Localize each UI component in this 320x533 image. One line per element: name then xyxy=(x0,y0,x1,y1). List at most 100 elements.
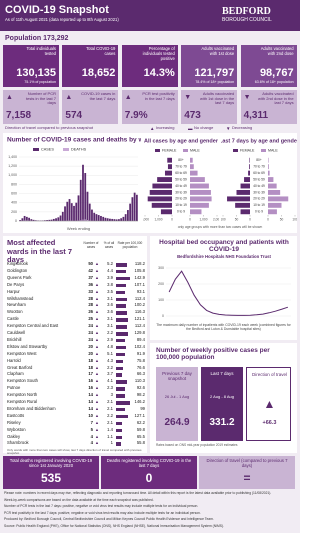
ward-percent: 2.9 xyxy=(107,336,113,342)
bar xyxy=(149,189,172,195)
bar xyxy=(147,196,172,202)
footer-label: Total deaths registered involving COVID-… xyxy=(9,458,93,468)
bar xyxy=(102,216,105,221)
rate-bar xyxy=(116,394,126,398)
rate-dates: 2 Aug - 8 Aug xyxy=(209,394,235,399)
age-label: 30 to 39 xyxy=(253,190,265,194)
bar xyxy=(122,216,125,221)
ward-percent: 2.1 xyxy=(107,405,113,411)
ward-rate: 99 xyxy=(140,405,145,411)
bar xyxy=(135,194,138,221)
ward-percent: 2.1 xyxy=(107,419,113,425)
direction-arrow: ▲ xyxy=(65,94,73,101)
ward-name: Kempston West xyxy=(7,350,37,356)
ward-cases: 16 xyxy=(88,378,93,384)
ward-name: Queens Park xyxy=(7,274,32,280)
legend-swatch xyxy=(155,149,160,152)
ward-percent: 2.2 xyxy=(107,330,113,335)
ward-arrow: ▲ xyxy=(95,357,99,363)
x-tick-label: 0 xyxy=(249,217,251,221)
ward-name: Elstow and Stewartby xyxy=(7,343,48,349)
ward-arrow: ▲ xyxy=(95,440,99,446)
age-label: 10 to 19 xyxy=(175,203,187,207)
ward-cases: 14 xyxy=(88,392,93,398)
footnote: PCR test positivity in the last 7 days: … xyxy=(4,510,201,515)
bar xyxy=(190,177,205,183)
ward-arrow: ▲ xyxy=(95,405,99,411)
title: COVID-19 Snapshot xyxy=(5,4,109,16)
ward-name: Harrold xyxy=(7,357,21,363)
ward-percent: 4.4 xyxy=(107,267,113,273)
ward-cases: 24 xyxy=(88,323,93,329)
x-tick-label: 2,000 xyxy=(213,217,219,221)
line xyxy=(168,270,289,316)
legend-arrow: ▬ xyxy=(188,125,193,131)
rate-bar xyxy=(116,311,128,315)
rate-bar xyxy=(116,435,123,440)
x-tick-label: 50 xyxy=(280,217,284,221)
kpi-7day-tile: Number of PCR tests in the last 7 days 7,… xyxy=(3,90,59,124)
age-label: 80+ xyxy=(178,158,184,162)
bar xyxy=(77,195,80,221)
kpi-tile: Adults vaccinated with 2nd dose 98,767 63.… xyxy=(240,45,297,87)
column-header: Rate per 100,000 population xyxy=(117,241,143,249)
population: Population 173,292 xyxy=(5,35,69,42)
rate-bar xyxy=(116,263,128,267)
bar xyxy=(190,196,212,202)
bar xyxy=(50,219,53,221)
ward-percent: 3.1 xyxy=(107,323,113,329)
legend-arrow: ▲ xyxy=(150,125,155,131)
ward-percent: 3.8 xyxy=(107,281,113,287)
bar xyxy=(268,157,269,163)
kpi-label: Adults vaccinated with 2nd dose in the l… xyxy=(258,91,294,106)
age-label: 0 to 9 xyxy=(177,210,185,214)
age-label: 50 to 59 xyxy=(253,177,265,181)
chart: Last 7 days by age and gender FEMALE MALE 8… xyxy=(221,133,297,225)
ward-cases: 4 xyxy=(90,440,93,446)
bar xyxy=(68,199,71,221)
ward-percent: 2.3 xyxy=(107,385,113,391)
bar xyxy=(235,202,250,208)
ward-arrow: ▲ xyxy=(95,261,99,266)
ward-rate: 112.4 xyxy=(134,295,145,301)
rate-bar xyxy=(116,290,125,295)
y-tick-label: 0 xyxy=(162,314,164,318)
ward-name: Brickhill xyxy=(7,336,22,342)
ward-cases: 18 xyxy=(88,364,93,370)
rate-bar xyxy=(116,414,129,419)
rate-bar xyxy=(116,325,127,329)
x-tick-label: 0 xyxy=(189,217,191,221)
bar xyxy=(157,177,172,183)
ward-percent: 3.7 xyxy=(107,371,113,377)
rate-bar xyxy=(116,318,128,322)
bar xyxy=(66,201,69,221)
bar xyxy=(75,202,78,221)
ward-rate: 92.6 xyxy=(136,385,145,391)
legend-swatch xyxy=(33,148,39,151)
ward-rate: 100.2 xyxy=(134,302,145,308)
rates-panel: Number of weekly positive cases per 100,… xyxy=(150,343,297,453)
rate-bar xyxy=(116,345,126,350)
y-tick-label: 200 xyxy=(11,210,17,214)
ward-arrow: ▲ xyxy=(95,274,99,280)
bar xyxy=(70,203,73,221)
kpi-label: COVID-19 cases in the last 7 days xyxy=(81,91,116,101)
rate-bar xyxy=(116,283,127,288)
direction-arrow: ▼ xyxy=(243,94,251,101)
bar xyxy=(160,209,172,215)
bar xyxy=(93,212,96,221)
ward-arrow: ▲ xyxy=(95,392,99,398)
ward-rate: 142.9 xyxy=(134,274,145,280)
ward-cases: 16 xyxy=(88,385,93,391)
bar xyxy=(131,197,134,221)
footer-label: Direction of travel (compared to previou… xyxy=(206,458,288,468)
rate-bar xyxy=(116,352,125,357)
y-tick-label: 800 xyxy=(11,182,17,186)
ward-arrow: ▲ xyxy=(95,399,99,404)
ward-arrow: ▲ xyxy=(95,385,99,391)
bar xyxy=(21,218,24,221)
rate-box: Previous 7 day snapshot 26 Jul - 1 Aug 264… xyxy=(156,367,198,441)
section-subtitle: Bedfordshire Hospitals NHS Foundation Tr… xyxy=(177,254,271,259)
age-label: 40 to 49 xyxy=(253,184,265,188)
chart-title: Number of COVID-19 cases and deaths by w… xyxy=(7,137,141,144)
